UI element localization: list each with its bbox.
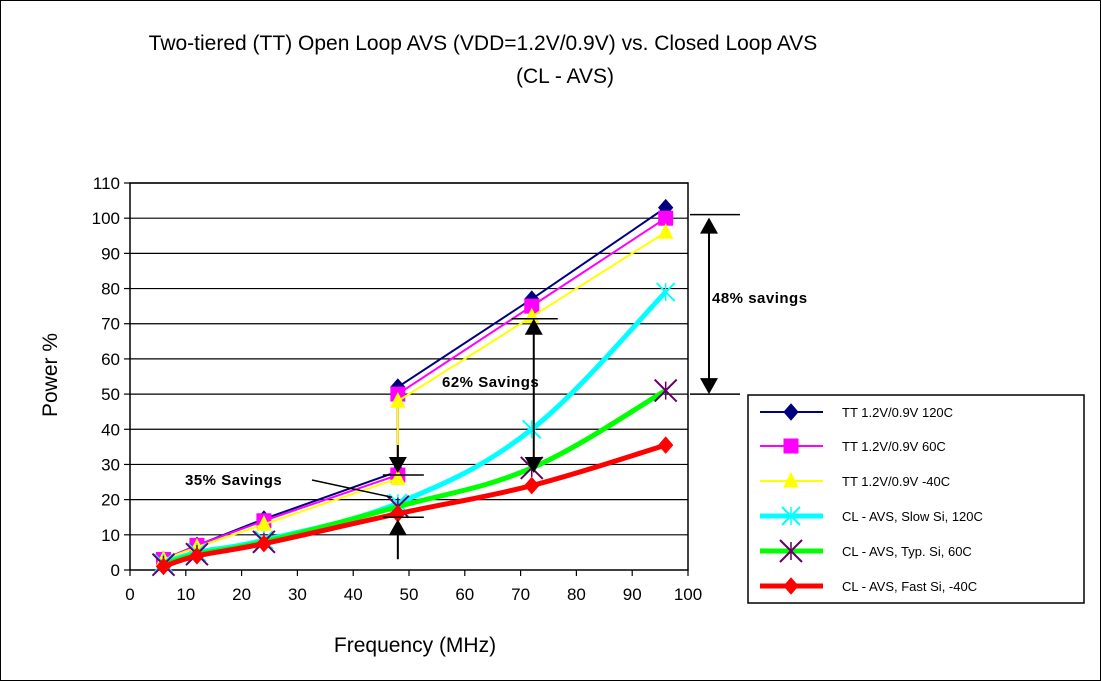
tick-label-y: 10: [101, 526, 120, 545]
tick-label-y: 90: [101, 244, 120, 263]
legend-label: CL - AVS, Fast Si, -40C: [842, 579, 977, 594]
tick-label-x: 90: [623, 585, 642, 604]
tick-label-x: 100: [674, 585, 702, 604]
legend-box: [748, 395, 1084, 603]
data-point-s5-4: [525, 478, 539, 494]
tick-label-y: 80: [101, 280, 120, 299]
tick-label-x: 50: [400, 585, 419, 604]
legend: TT 1.2V/0.9V 120C TT 1.2V/0.9V 60C TT 1.2V…: [748, 395, 1084, 603]
tick-label-y: 0: [111, 561, 120, 580]
savings-35-label: 35% Savings: [185, 472, 282, 489]
tick-label-x: 20: [232, 585, 251, 604]
tick-label-x: 80: [567, 585, 586, 604]
tick-label-y: 30: [101, 455, 120, 474]
data-point-s5-5: [659, 437, 673, 453]
legend-item: CL - AVS, Fast Si, -40C: [760, 578, 977, 594]
savings-48-label: 48% savings: [712, 290, 808, 307]
tick-label-x: 0: [125, 585, 134, 604]
tick-label-y: 50: [101, 385, 120, 404]
legend-item: TT 1.2V/0.9V 120C: [760, 404, 953, 420]
x-axis-title: Frequency (MHz): [334, 634, 496, 657]
savings-62-arrow: [512, 319, 558, 473]
legend-label: TT 1.2V/0.9V 120C: [842, 405, 953, 420]
tick-label-x: 10: [176, 585, 195, 604]
tick-label-x: 40: [344, 585, 363, 604]
tick-label-y: 100: [92, 209, 120, 228]
y-axis-title: Power %: [39, 333, 62, 417]
legend-marker: [784, 439, 798, 453]
series-line-3: [163, 292, 665, 563]
tick-label-y: 70: [101, 315, 120, 334]
savings-62-label: 62% Savings: [442, 374, 539, 391]
tick-label-x: 60: [455, 585, 474, 604]
chart-title-line1: Two-tiered (TT) Open Loop AVS (VDD=1.2V/…: [149, 32, 818, 55]
legend-label: TT 1.2V/0.9V 60C: [842, 439, 946, 454]
legend-label: CL - AVS, Typ. Si, 60C: [842, 544, 972, 559]
data-point-s1-6: [659, 211, 673, 225]
data-point-s2-6: [659, 224, 673, 238]
annotations: 48% savings 62% Savings 35% Savings: [185, 215, 808, 560]
series-line-5: [163, 445, 665, 566]
tick-label-y: 60: [101, 350, 120, 369]
chart-title-line2: (CL - AVS): [516, 65, 614, 88]
tick-label-y: 40: [101, 420, 120, 439]
data-point-s4-5: [655, 380, 677, 402]
series-lines: [152, 200, 676, 576]
tick-label-y: 20: [101, 491, 120, 510]
legend-label: CL - AVS, Slow Si, 120C: [842, 509, 983, 524]
data-point-s3-5: [657, 283, 675, 301]
legend-item: TT 1.2V/0.9V 60C: [760, 439, 946, 454]
tick-label-y: 110: [93, 174, 120, 193]
tick-label-x: 70: [511, 585, 530, 604]
tick-label-x: 30: [288, 585, 307, 604]
legend-label: TT 1.2V/0.9V -40C: [842, 474, 950, 489]
